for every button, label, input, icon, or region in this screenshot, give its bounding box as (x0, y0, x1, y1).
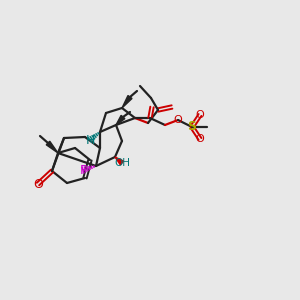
Text: F: F (80, 164, 87, 176)
Text: O: O (196, 110, 204, 120)
Text: O: O (174, 115, 182, 125)
Text: S: S (188, 121, 196, 134)
Text: H: H (85, 134, 95, 146)
Polygon shape (46, 141, 58, 153)
Polygon shape (116, 116, 125, 125)
Polygon shape (122, 95, 132, 108)
Polygon shape (115, 157, 124, 165)
Text: OH: OH (114, 158, 130, 168)
Text: O: O (196, 134, 204, 144)
Text: O: O (33, 178, 43, 190)
